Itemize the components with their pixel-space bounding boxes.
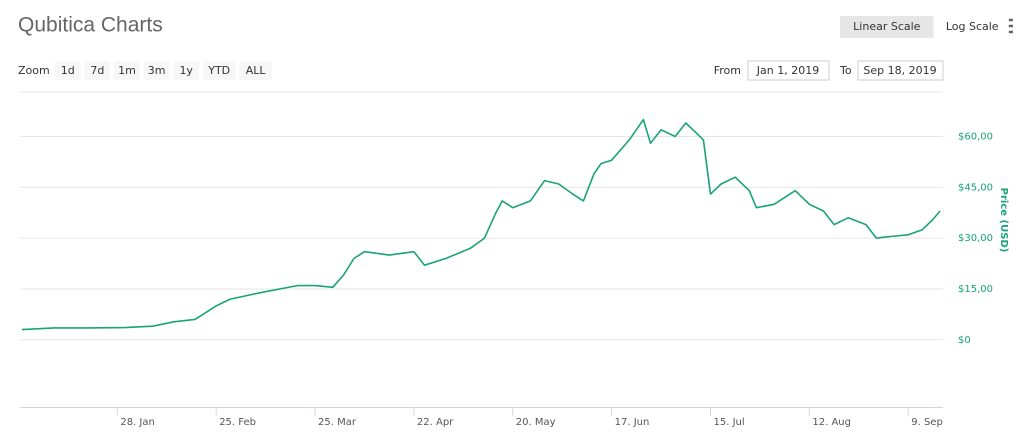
y-tick-label: $0	[958, 335, 971, 346]
zoom-button[interactable]	[203, 61, 236, 80]
zoom-button-label: 1d	[61, 64, 75, 77]
scale-button[interactable]	[935, 16, 1009, 38]
scale-button-label: Log Scale	[946, 20, 999, 33]
zoom-button[interactable]	[143, 61, 170, 80]
x-tick-label: 15. Jul	[714, 417, 745, 428]
chart-title: Qubitica Charts	[18, 14, 163, 37]
to-value: Sep 18, 2019	[863, 64, 936, 77]
zoom-button-label: ALL	[246, 64, 267, 77]
x-tick-label: 12. Aug	[812, 417, 851, 428]
zoom-button[interactable]	[173, 61, 199, 80]
zoom-label: Zoom	[18, 64, 50, 77]
to-label: To	[839, 64, 852, 77]
from-value: Jan 1, 2019	[756, 64, 819, 77]
x-tick-label: 17. Jun	[615, 417, 650, 428]
zoom-button[interactable]	[84, 61, 111, 80]
y-tick-label: $60,00	[958, 132, 993, 143]
x-tick-label: 9. Sep	[911, 417, 943, 428]
y-tick-label: $30,00	[958, 233, 993, 244]
zoom-button-label: 1m	[118, 64, 136, 77]
from-label: From	[714, 64, 741, 77]
scale-button-label: Linear Scale	[853, 20, 921, 33]
y-axis-title: Price (USD)	[998, 188, 1009, 253]
x-tick-label: 25. Feb	[219, 417, 256, 428]
x-tick-label: 28. Jan	[120, 417, 155, 428]
x-tick-label: 20. May	[516, 417, 556, 428]
zoom-button-label: 3m	[148, 64, 166, 77]
x-tick-label: 22. Apr	[417, 417, 454, 428]
zoom-button[interactable]	[114, 61, 140, 80]
to-input[interactable]	[857, 60, 944, 81]
price-line	[21, 118, 941, 331]
y-tick-label: $15,00	[958, 284, 993, 295]
zoom-button-label: 7d	[90, 64, 104, 77]
from-input[interactable]	[747, 60, 830, 81]
y-tick-label: $45,00	[958, 182, 993, 193]
zoom-button[interactable]	[55, 61, 81, 80]
x-tick-label: 25. Mar	[318, 417, 357, 428]
zoom-button[interactable]	[239, 61, 272, 80]
scale-button[interactable]	[840, 16, 934, 38]
zoom-button-label: 1y	[179, 64, 193, 77]
zoom-button-label: YTD	[207, 64, 230, 77]
